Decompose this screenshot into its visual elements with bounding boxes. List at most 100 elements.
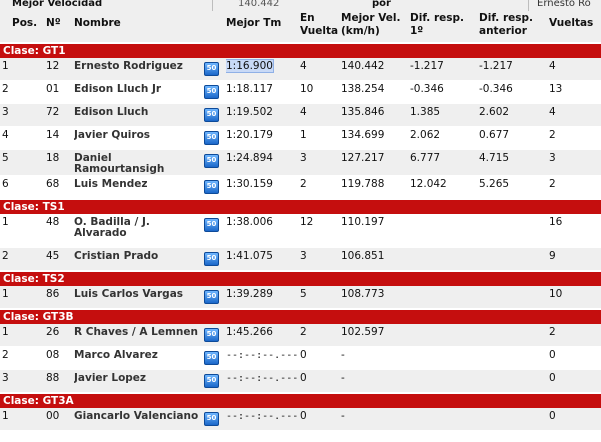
lap-times-link[interactable]: 50 xyxy=(204,408,226,431)
cell-num: 88 xyxy=(46,369,74,394)
cell-laps: 13 xyxy=(549,80,601,104)
cell-laps: 4 xyxy=(549,58,601,81)
lap-chart-icon[interactable]: 50 xyxy=(204,374,219,388)
lap-times-link[interactable]: 50 xyxy=(204,126,226,150)
table-row: 5 18 Daniel Ramourtansigh 50 1:24.894 3 127.21… xyxy=(0,149,601,176)
cell-d1: 2.062 xyxy=(410,126,479,150)
lap-times-link[interactable]: 50 xyxy=(204,247,226,272)
cell-name: Ernesto Rodriguez xyxy=(74,58,204,81)
cell-laps: 0 xyxy=(549,369,601,394)
lap-chart-icon[interactable]: 50 xyxy=(204,218,219,232)
cell-num: 68 xyxy=(46,175,74,200)
table-row: 1 48 O. Badilla / J. Alvarado 50 1:38.006 12 1… xyxy=(0,214,601,248)
lap-chart-icon[interactable]: 50 xyxy=(204,85,219,99)
lap-times-link[interactable]: 50 xyxy=(204,80,226,104)
lap-chart-icon[interactable]: 50 xyxy=(204,290,219,304)
class-label: Clase: TS1 xyxy=(0,198,601,214)
cell-laps: 2 xyxy=(549,324,601,347)
cell-name: Javier Quiros xyxy=(74,126,204,150)
col-best-time-header: Mejor Tm xyxy=(226,17,282,29)
separator xyxy=(528,0,529,11)
lap-chart-icon[interactable]: 50 xyxy=(204,252,219,266)
cell-pos: 2 xyxy=(0,80,46,104)
cell-lap: 3 xyxy=(300,247,341,272)
lap-chart-icon[interactable]: 50 xyxy=(204,62,219,76)
cell-dprev xyxy=(479,408,549,431)
cell-lap: 4 xyxy=(300,103,341,127)
cell-num: 26 xyxy=(46,324,74,347)
cell-dprev: 0.677 xyxy=(479,126,549,150)
class-label: Clase: TS2 xyxy=(0,270,601,286)
lap-times-link[interactable]: 50 xyxy=(204,149,226,176)
cell-speed: 127.217 xyxy=(341,149,410,176)
cell-num: 86 xyxy=(46,286,74,310)
cell-time: 1:24.894 xyxy=(226,149,300,176)
cell-dprev xyxy=(479,286,549,310)
cell-d1 xyxy=(410,286,479,310)
col-speed-header-2: (km/h) xyxy=(341,25,380,37)
cell-name: O. Badilla / J. Alvarado xyxy=(74,214,204,248)
lap-times-link[interactable]: 50 xyxy=(204,369,226,394)
cell-pos: 4 xyxy=(0,126,46,150)
cell-name: Cristian Prado xyxy=(74,247,204,272)
cell-speed: - xyxy=(341,346,410,370)
by-label: por xyxy=(372,0,391,9)
cell-dprev: -0.346 xyxy=(479,80,549,104)
cell-num: 45 xyxy=(46,247,74,272)
lap-chart-icon[interactable]: 50 xyxy=(204,108,219,122)
lap-chart-icon[interactable]: 50 xyxy=(204,180,219,194)
lap-chart-icon[interactable]: 50 xyxy=(204,328,219,342)
lap-times-link[interactable]: 50 xyxy=(204,346,226,370)
lap-times-link[interactable]: 50 xyxy=(204,103,226,127)
table-row: 2 45 Cristian Prado 50 1:41.075 3 106.851 9 xyxy=(0,247,601,272)
cell-d1: 1.385 xyxy=(410,103,479,127)
lap-chart-icon[interactable]: 50 xyxy=(204,351,219,365)
class-header-row: Clase: GT1 xyxy=(0,42,601,58)
col-speed-header-1: Mejor Vel. xyxy=(341,12,401,24)
lap-chart-icon[interactable]: 50 xyxy=(204,412,219,426)
cell-time: 1:38.006 xyxy=(226,214,300,248)
lap-times-link[interactable]: 50 xyxy=(204,214,226,248)
col-diff1-header-2: 1º xyxy=(410,25,424,37)
table-row: 1 00 Giancarlo Valenciano 50 --:--:--.--- 0-0 xyxy=(0,408,601,431)
cell-pos: 5 xyxy=(0,149,46,176)
cell-pos: 1 xyxy=(0,58,46,81)
cell-name: Javier Lopez xyxy=(74,369,204,394)
table-row: 6 68 Luis Mendez 50 1:30.159 2 119.788 12.042 5.… xyxy=(0,175,601,200)
lap-chart-icon[interactable]: 50 xyxy=(204,131,219,145)
class-header-row: Clase: GT3B xyxy=(0,308,601,324)
lap-times-link[interactable]: 50 xyxy=(204,58,226,81)
table-row: 2 08 Marco Alvarez 50 --:--:--.--- 0-0 xyxy=(0,346,601,370)
cell-lap: 10 xyxy=(300,80,341,104)
results-table: Clase: GT1 1 12 Ernesto Rodriguez 50 1:16.900… xyxy=(0,42,601,431)
lap-times-link[interactable]: 50 xyxy=(204,286,226,310)
cell-speed: 119.788 xyxy=(341,175,410,200)
class-label: Clase: GT3A xyxy=(0,392,601,408)
cell-lap: 1 xyxy=(300,126,341,150)
lap-times-link[interactable]: 50 xyxy=(204,324,226,347)
cell-laps: 9 xyxy=(549,247,601,272)
cell-d1: -1.217 xyxy=(410,58,479,81)
cell-time: 1:45.266 xyxy=(226,324,300,347)
cell-pos: 6 xyxy=(0,175,46,200)
cell-name: Edison Lluch Jr xyxy=(74,80,204,104)
cell-dprev: 5.265 xyxy=(479,175,549,200)
cell-lap: 0 xyxy=(300,369,341,394)
cell-laps: 4 xyxy=(549,103,601,127)
lap-times-link[interactable]: 50 xyxy=(204,175,226,200)
cell-speed: - xyxy=(341,369,410,394)
cell-time: 1:19.502 xyxy=(226,103,300,127)
cell-num: 01 xyxy=(46,80,74,104)
table-row: 4 14 Javier Quiros 50 1:20.179 1 134.699 2.062 0… xyxy=(0,126,601,150)
cell-name: Edison Lluch xyxy=(74,103,204,127)
cell-num: 48 xyxy=(46,214,74,248)
lap-chart-icon[interactable]: 50 xyxy=(204,154,219,168)
cell-dprev xyxy=(479,346,549,370)
cell-time: --:--:--.--- xyxy=(226,369,300,394)
cell-time: --:--:--.--- xyxy=(226,408,300,431)
col-lap-header-1: En xyxy=(300,12,315,24)
cell-pos: 1 xyxy=(0,214,46,248)
cell-speed: 138.254 xyxy=(341,80,410,104)
best-speed-value: 140.442 xyxy=(238,0,280,9)
cell-num: 18 xyxy=(46,149,74,176)
